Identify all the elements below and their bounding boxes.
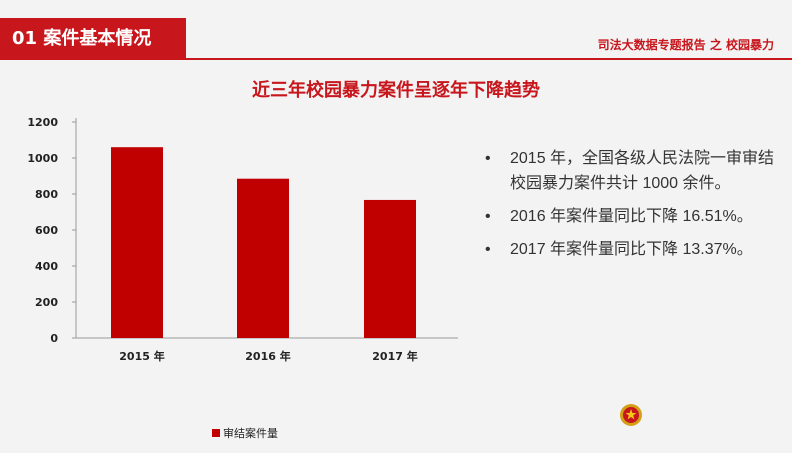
y-tick-label: 1000 <box>27 152 58 165</box>
y-tick-label: 800 <box>35 188 58 201</box>
chart-legend: 审结案件量 <box>212 425 278 441</box>
x-category-label: 2015 年 <box>119 349 164 363</box>
y-tick-label: 1200 <box>27 116 58 129</box>
bullet-dot: • <box>485 241 491 258</box>
bullet-text: 2017 年案件量同比下降 13.37%。 <box>510 241 753 258</box>
bar <box>364 199 416 338</box>
report-title: 司法大数据专题报告 之 校园暴力 <box>597 38 774 52</box>
y-tick-label: 200 <box>35 296 58 309</box>
section-tab: 01 案件基本情况 <box>0 18 186 60</box>
bar <box>237 178 289 338</box>
y-tick-label: 600 <box>35 224 58 237</box>
bullet-item: • 2017 年案件量同比下降 13.37%。 <box>485 237 775 262</box>
y-tick-label: 400 <box>35 260 58 273</box>
national-emblem-icon <box>620 404 642 426</box>
bullet-list: • 2015 年，全国各级人民法院一审审结校园暴力案件共计 1000 余件。 •… <box>485 146 775 270</box>
chart-title: 近三年校园暴力案件呈逐年下降趋势 <box>252 80 540 101</box>
section-label: 01 案件基本情况 <box>12 28 152 49</box>
header-divider <box>186 58 792 60</box>
x-category-label: 2017 年 <box>372 349 417 363</box>
legend-label: 审结案件量 <box>223 427 278 440</box>
bullet-dot: • <box>485 150 491 167</box>
x-category-label: 2016 年 <box>245 349 290 363</box>
bar <box>111 147 163 338</box>
legend-swatch <box>212 429 220 437</box>
bullet-text: 2016 年案件量同比下降 16.51%。 <box>510 208 753 225</box>
bullet-dot: • <box>485 208 491 225</box>
bullet-item: • 2016 年案件量同比下降 16.51%。 <box>485 204 775 229</box>
bullet-item: • 2015 年，全国各级人民法院一审审结校园暴力案件共计 1000 余件。 <box>485 146 775 196</box>
y-tick-label: 0 <box>50 332 58 345</box>
bullet-text: 2015 年，全国各级人民法院一审审结校园暴力案件共计 1000 余件。 <box>510 150 775 192</box>
